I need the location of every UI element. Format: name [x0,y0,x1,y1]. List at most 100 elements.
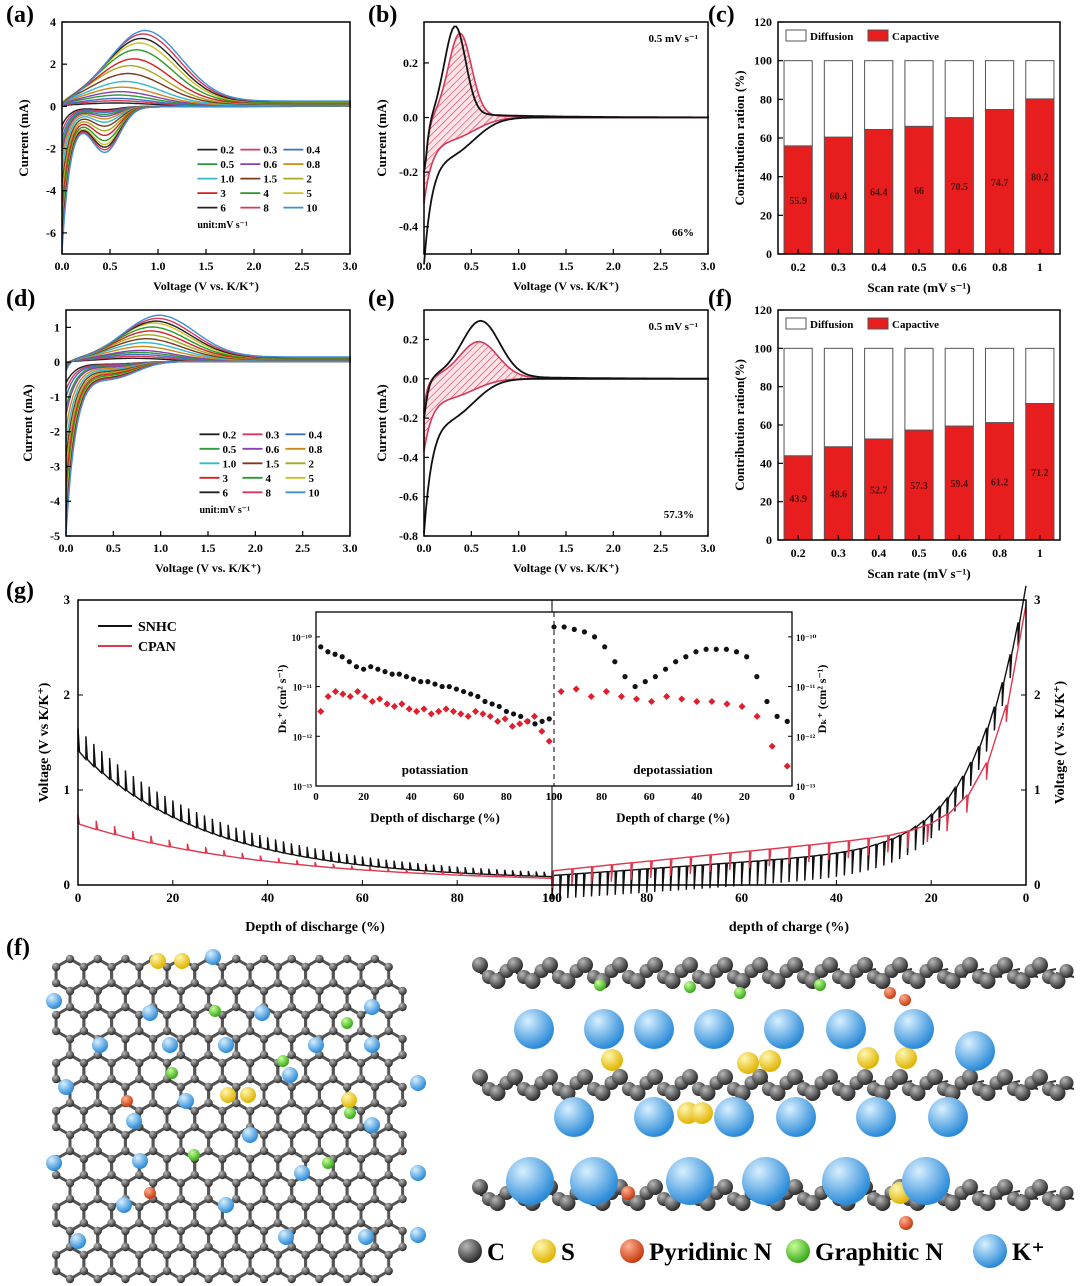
carbon-atom [273,1250,283,1260]
inset-point-cpan [557,688,565,696]
carbon-atom [370,1194,380,1204]
carbon-atom [93,1130,102,1140]
carbon-atom [65,954,75,964]
inset-point-snhc [683,654,689,660]
carbon-atom [342,986,352,996]
carbon-atom [190,1074,199,1084]
chart-g-ytick-label: 0 [64,877,71,892]
inset-point-cpan [405,705,413,713]
carbon-atom [245,1266,255,1276]
chart-d-ytick-label: -4 [50,494,60,508]
carbon-atom [370,986,380,996]
carbon-atom [190,962,199,972]
carbon-atom [218,1154,227,1164]
chart-a: 0.0 0.5 1.0 1.5 2.0 2.5 3.0 -6 -4 -2 0 2 4 Voltage (V… [16,15,358,293]
potassium-ion [364,999,380,1015]
chart-d-xtick-label: 2.5 [295,541,310,555]
chart-b-ytick-label: 0.2 [403,56,418,70]
inset-point-snhc [482,698,488,705]
inset-xtick-label: 20 [358,791,370,803]
chart-b: 0.0 0.5 1.0 1.5 2.0 2.5 3.0 -0.4 -0.2 0.0 0.2 Volta… [374,21,716,293]
sheet-carbon-atom [874,1085,891,1101]
bar-diffusion-f [823,347,854,448]
carbon-atom [245,1218,255,1228]
carbon-atom [79,1122,89,1132]
bar-diffusion-c [944,60,974,119]
legend-atom-label: Graphitic N [815,1239,943,1266]
sheet-carbon-atom [489,1195,506,1211]
chart-f-ytick-label: 100 [754,341,772,355]
carbon-atom [342,1002,352,1012]
carbon-atom [315,1178,324,1188]
carbon-atom [259,1194,269,1204]
chart-c-xtick-label: 0.2 [791,260,806,274]
chart-e-ylabel: Current (mA) [374,384,389,461]
carbon-atom [135,962,144,972]
inset-point-cpan [738,702,746,710]
carbon-atom [190,1266,199,1276]
potassium-ion [308,1037,324,1053]
sheet-carbon-atom [1014,973,1031,989]
carbon-atom [232,1194,241,1204]
carbon-atom [384,962,393,972]
carbon-atom [259,1050,269,1060]
carbon-atom [121,1050,130,1060]
inset-ytick-label-right: 10⁻¹³ [796,782,815,792]
legend-label-f: Capactive [892,319,939,331]
carbon-atom [301,962,310,972]
carbon-atom [176,1146,186,1156]
legend-label-a: 0.3 [263,145,277,157]
inset-point-cpan [361,692,369,701]
carbon-atom [245,978,255,988]
sheet-carbon-atom [1032,1179,1048,1195]
potassium-ion [70,1233,86,1249]
bar-diffusion-c [1025,60,1055,100]
carbon-atom [121,1034,130,1044]
sheet-carbon-atom [804,1195,821,1211]
carbon-atom [329,962,338,972]
carbon-atom [384,1010,393,1020]
carbon-atom [218,1026,227,1036]
chart-e-xtick-label: 2.5 [653,541,668,555]
inset-point-cpan [617,692,625,701]
inset-point-cpan [354,688,362,696]
legend-label-a: 0.4 [306,145,320,157]
carbon-atom [107,1106,116,1116]
inset-point-cpan [368,697,376,706]
inset-point-cpan [753,712,761,720]
carbon-atom [121,1178,130,1188]
carbon-atom [287,1130,296,1140]
carbon-atom [398,1034,407,1044]
inset-point-snhc [439,683,445,690]
interlayer-potassium-ion [742,1157,790,1205]
chart-a-ytick-label: 2 [50,57,56,71]
chart-a-ytick-label: 4 [50,15,56,29]
carbon-atom [176,1274,186,1284]
inset-point-snhc [551,624,557,630]
chart-d-ytick-label: -5 [50,529,60,543]
bar-value-label-c: 74.7 [991,178,1009,189]
potassium-ion [278,1229,294,1245]
carbon-atom [135,1010,144,1020]
chart-d-ytick-label: 1 [54,320,60,334]
gitt-curve-cpan-discharge [77,814,553,879]
inset-point-snhc [723,646,729,652]
sheet-carbon-atom [612,957,628,973]
chart-g-xtick-label: 20 [166,890,179,905]
lattice-hexagon [193,1245,224,1281]
panel-label-structure: (f) [6,935,30,961]
lattice-hexagon [110,1245,141,1281]
chart-g-xtick-label: 80 [451,890,464,905]
chart-a-ytick-label: -4 [46,184,56,198]
carbon-atom [51,1266,61,1276]
carbon-atom [245,1170,255,1180]
carbon-atom [370,1274,380,1284]
carbon-atom [135,1218,144,1228]
inset-point-snhc [733,649,740,655]
chart-e-xtick-label: 0.5 [464,541,479,555]
inset-ylabel-right: Dₖ⁺ (cm² s⁻¹) [815,665,829,734]
sheet-carbon-atom [629,1085,646,1101]
chart-f-xtick-label: 0.2 [791,546,806,560]
carbon-atom [190,978,199,988]
chart-f-xlabel: Scan rate (mV s⁻¹) [867,566,970,581]
